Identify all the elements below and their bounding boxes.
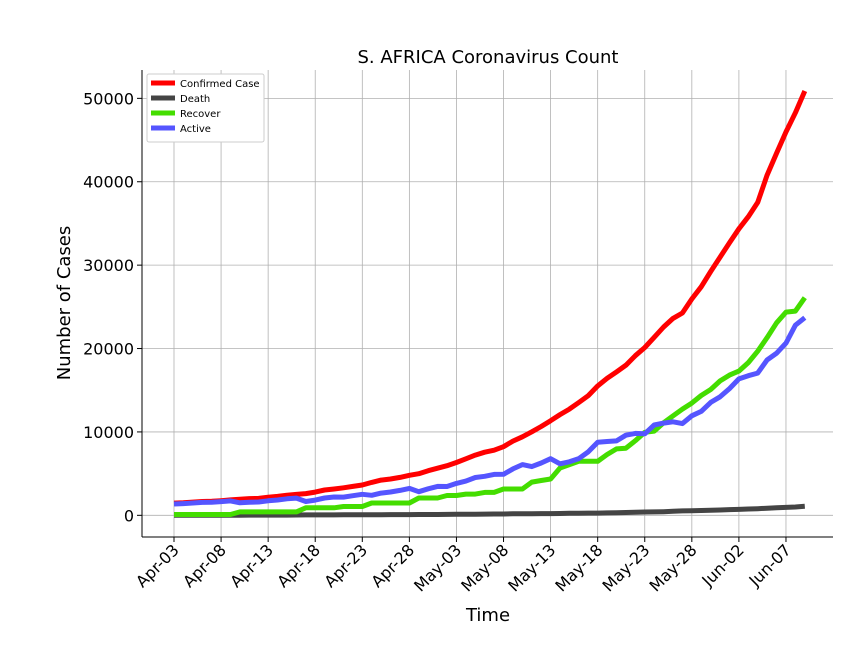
x-tick-label: May-08	[457, 540, 512, 595]
legend-label: Confirmed Case	[180, 79, 260, 90]
x-tick-label: May-28	[646, 540, 701, 595]
y-tick-label: 40000	[83, 173, 134, 192]
y-tick-label: 50000	[83, 89, 134, 108]
legend-box	[146, 73, 265, 143]
data-line	[174, 296, 807, 517]
y-tick-label: 30000	[83, 256, 134, 275]
x-tick-label: May-23	[598, 540, 653, 595]
x-tick-label: Apr-08	[179, 540, 230, 591]
y-tick-label: 10000	[83, 423, 134, 442]
y-axis-label: Number of Cases	[54, 226, 75, 381]
x-tick-label: Apr-03	[132, 540, 183, 591]
data-line	[173, 315, 807, 507]
chart-title: S. AFRICA Coronavirus Count	[357, 47, 618, 68]
x-axis-label: Time	[465, 605, 510, 626]
x-tick-label: Jun-02	[697, 540, 747, 590]
x-tick-label: Jun-07	[744, 540, 794, 590]
data-line	[173, 503, 805, 518]
y-tick-label: 0	[124, 506, 134, 525]
x-tick-label: Apr-23	[320, 540, 371, 591]
legend: Confirmed Case Death Recover Active	[146, 73, 265, 143]
legend-label: Active	[180, 124, 211, 135]
x-tick-label: Apr-13	[226, 540, 277, 591]
x-tick-label: Apr-18	[273, 540, 324, 591]
x-tick-label: May-13	[504, 540, 559, 595]
x-tick-label: May-03	[410, 540, 465, 595]
legend-label: Recover	[180, 109, 221, 120]
x-tick-label: May-18	[551, 540, 606, 595]
data-line	[173, 90, 808, 506]
y-tick-label: 20000	[83, 340, 134, 359]
legend-label: Death	[180, 94, 210, 105]
